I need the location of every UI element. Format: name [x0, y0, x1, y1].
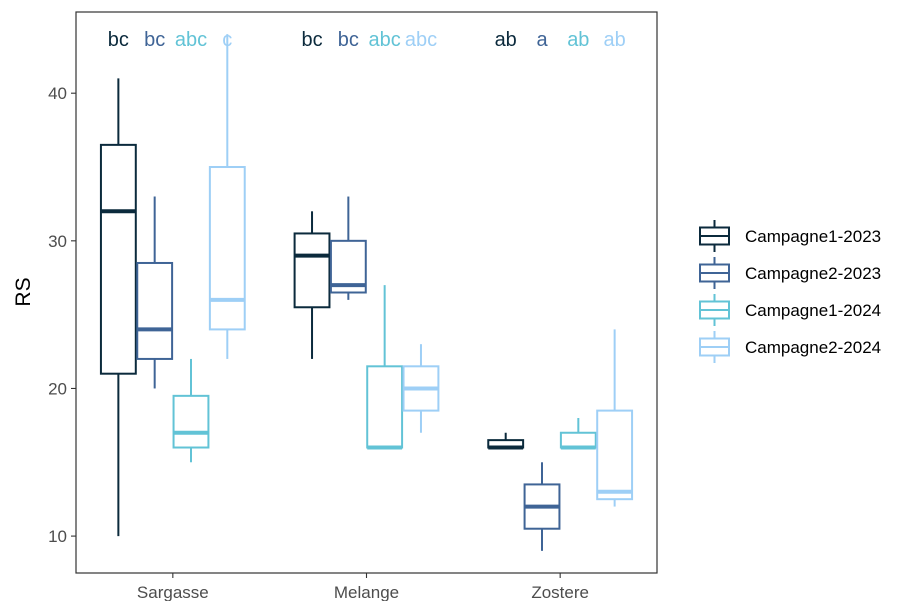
box-campagne2-2024-melange	[402, 344, 440, 433]
legend-item: Campagne2-2023	[699, 257, 881, 289]
boxes-layer	[99, 34, 634, 551]
box-iqr	[208, 166, 246, 331]
box-campagne1-2023-melange	[293, 211, 331, 359]
box-iqr	[596, 409, 634, 501]
box-campagne1-2024-melange	[366, 285, 404, 450]
box-iqr	[136, 261, 174, 360]
y-tick-label: 40	[48, 84, 67, 103]
box-campagne1-2023-sargasse	[99, 78, 137, 537]
y-tick-label: 30	[48, 232, 67, 251]
y-axis: 10 20 30 40	[48, 84, 76, 546]
y-tick-label: 20	[48, 379, 67, 398]
group-letter: ab	[567, 29, 589, 51]
box-iqr	[293, 232, 331, 309]
group-letter: bc	[338, 29, 359, 51]
box-campagne2-2023-sargasse	[136, 196, 174, 389]
box-iqr	[172, 394, 210, 449]
legend-label: Campagne2-2023	[745, 264, 881, 283]
box-campagne1-2023-zostere	[487, 432, 525, 450]
group-letter: bc	[108, 29, 129, 51]
box-campagne2-2024-zostere	[596, 329, 634, 507]
x-tick-label: Zostere	[531, 583, 589, 601]
box-campagne2-2023-zostere	[523, 462, 561, 551]
legend-item: Campagne2-2024	[699, 331, 881, 363]
box-iqr	[366, 365, 404, 449]
y-axis-title: RS	[12, 277, 35, 306]
box-campagne2-2023-melange	[329, 196, 367, 300]
group-letter: abc	[405, 29, 437, 51]
group-letter: bc	[301, 29, 322, 51]
group-letter: bc	[144, 29, 165, 51]
legend: Campagne1-2023 Campagne2-2023 Campagne1-20…	[699, 220, 881, 363]
box-campagne1-2024-sargasse	[172, 358, 210, 463]
group-letter: abc	[369, 29, 401, 51]
box-campagne2-2024-sargasse	[208, 34, 246, 359]
legend-label: Campagne1-2023	[745, 227, 881, 246]
group-letter: ab	[495, 29, 517, 51]
box-iqr	[99, 143, 137, 375]
group-letter: a	[536, 29, 548, 51]
group-letter: ab	[604, 29, 626, 51]
legend-label: Campagne2-2024	[745, 338, 881, 357]
group-letter: c	[222, 29, 232, 51]
box-campagne1-2024-zostere	[559, 417, 597, 450]
legend-label: Campagne1-2024	[745, 301, 881, 320]
box-iqr	[559, 431, 597, 449]
x-tick-label: Sargasse	[137, 583, 209, 601]
group-letter: abc	[175, 29, 207, 51]
x-axis: Sargasse Melange Zostere	[137, 573, 589, 601]
legend-item: Campagne1-2024	[699, 294, 881, 326]
legend-item: Campagne1-2023	[699, 220, 881, 252]
y-tick-label: 10	[48, 527, 67, 546]
x-tick-label: Melange	[334, 583, 399, 601]
